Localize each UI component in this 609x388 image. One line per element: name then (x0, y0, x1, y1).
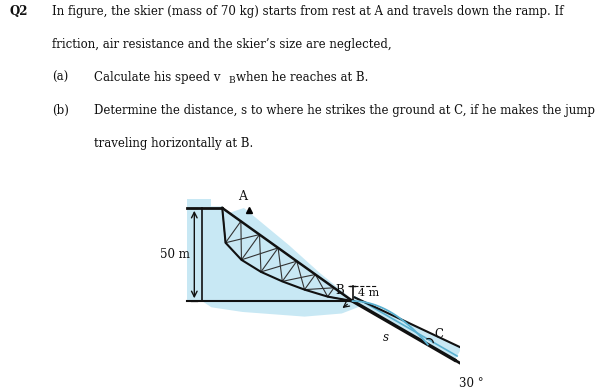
Polygon shape (202, 206, 362, 317)
Text: s: s (382, 331, 389, 344)
Text: B: B (228, 76, 235, 85)
Text: B: B (335, 284, 344, 297)
Text: 4 m: 4 m (358, 288, 379, 298)
Text: traveling horizontally at B.: traveling horizontally at B. (94, 137, 253, 150)
Text: 50 m: 50 m (160, 248, 189, 261)
Text: A: A (238, 190, 247, 203)
Text: Determine the distance, s to where he strikes the ground at C, if he makes the j: Determine the distance, s to where he st… (94, 104, 596, 117)
Polygon shape (353, 298, 462, 360)
Polygon shape (186, 199, 211, 301)
Text: (a): (a) (52, 71, 68, 84)
Text: friction, air resistance and the skier’s size are neglected,: friction, air resistance and the skier’s… (52, 38, 392, 51)
Text: Calculate his speed v: Calculate his speed v (94, 71, 221, 84)
Text: In figure, the skier (mass of 70 kg) starts from rest at A and travels down the : In figure, the skier (mass of 70 kg) sta… (52, 5, 563, 19)
Text: Q2: Q2 (9, 5, 27, 19)
Polygon shape (222, 208, 353, 301)
Text: 30 °: 30 ° (459, 377, 484, 388)
Text: C: C (435, 328, 444, 341)
Text: when he reaches at B.: when he reaches at B. (236, 71, 368, 84)
Text: (b): (b) (52, 104, 69, 117)
